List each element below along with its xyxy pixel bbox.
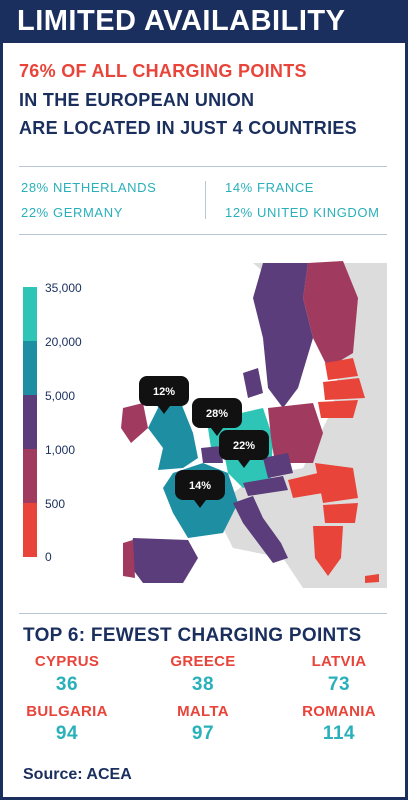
fewest-country-name: LATVIA bbox=[311, 653, 367, 670]
europe-map: 12% 28% 22% 14% bbox=[121, 261, 387, 588]
country-ireland bbox=[121, 403, 148, 443]
scale-band-500 bbox=[23, 503, 37, 557]
fewest-country-name: MALTA bbox=[177, 703, 229, 720]
fewest-country-value: 114 bbox=[322, 723, 356, 744]
scale-band-1000 bbox=[23, 449, 37, 503]
country-lithuania bbox=[318, 400, 358, 418]
shares-bottom-divider bbox=[19, 234, 387, 235]
country-belgium bbox=[201, 446, 223, 463]
country-bulgaria bbox=[323, 503, 358, 523]
source-credit: Source: ACEA bbox=[23, 766, 132, 783]
scale-tick-5000: 5,000 bbox=[45, 389, 76, 403]
scale-band-35000 bbox=[23, 287, 37, 341]
headline-line-1: 76% OF ALL CHARGING POINTS bbox=[19, 61, 307, 81]
scale-tick-1000: 1,000 bbox=[45, 443, 76, 457]
country-czechia bbox=[263, 453, 293, 478]
scale-tick-500: 500 bbox=[45, 497, 66, 511]
scale-band-5000 bbox=[23, 395, 37, 449]
share-united-kingdom: 12% UNITED KINGDOM bbox=[225, 205, 380, 220]
pin-label-france: 14% bbox=[189, 480, 211, 492]
country-romania bbox=[315, 463, 358, 503]
country-estonia bbox=[325, 358, 358, 380]
fewest-country-name: CYPRUS bbox=[34, 653, 100, 670]
share-germany: 22% GERMANY bbox=[21, 205, 123, 220]
country-sweden bbox=[253, 263, 313, 408]
fewest-title: TOP 6: FEWEST CHARGING POINTS bbox=[23, 625, 362, 646]
country-hungary bbox=[288, 473, 323, 498]
fewest-country-value: 73 bbox=[327, 674, 351, 695]
shares-vertical-divider bbox=[205, 181, 206, 219]
country-finland bbox=[303, 261, 358, 368]
scale-band-20000 bbox=[23, 341, 37, 395]
pin-label-united-kingdom: 12% bbox=[153, 386, 175, 398]
fewest-country-value: 97 bbox=[191, 723, 215, 744]
map-bottom-divider bbox=[19, 613, 387, 614]
country-spain bbox=[128, 538, 198, 583]
fewest-country-name: GREECE bbox=[170, 653, 236, 670]
scale-tick-35000: 35,000 bbox=[45, 281, 82, 295]
pin-label-netherlands: 28% bbox=[206, 408, 228, 420]
share-netherlands: 28% NETHERLANDS bbox=[21, 180, 157, 195]
header-bar: LIMITED AVAILABILITY bbox=[3, 3, 405, 43]
pin-label-germany: 22% bbox=[233, 440, 255, 452]
fewest-country-name: BULGARIA bbox=[26, 703, 108, 720]
country-latvia bbox=[323, 378, 365, 400]
pin-netherlands: 28% bbox=[192, 398, 242, 436]
country-denmark bbox=[243, 368, 263, 398]
fewest-country-value: 36 bbox=[55, 674, 79, 695]
pin-germany: 22% bbox=[219, 430, 269, 468]
country-poland bbox=[268, 403, 323, 463]
headline-line-2: IN THE EUROPEAN UNION bbox=[19, 90, 255, 110]
scale-tick-0: 0 bbox=[45, 550, 52, 564]
scale-tick-20000: 20,000 bbox=[45, 335, 82, 349]
header-title: LIMITED AVAILABILITY bbox=[17, 5, 346, 37]
pin-france: 14% bbox=[175, 470, 225, 508]
country-cyprus bbox=[365, 574, 379, 583]
color-scale-bar bbox=[23, 287, 37, 557]
country-italy bbox=[233, 496, 288, 563]
share-france: 14% FRANCE bbox=[225, 180, 315, 195]
fewest-country-name: ROMANIA bbox=[302, 703, 376, 720]
fewest-country-value: 94 bbox=[55, 723, 79, 744]
country-greece bbox=[313, 526, 343, 576]
country-portugal bbox=[123, 540, 135, 578]
headline-line-3: ARE LOCATED IN JUST 4 COUNTRIES bbox=[19, 118, 357, 138]
country-austria bbox=[243, 476, 288, 496]
pin-united-kingdom: 12% bbox=[139, 376, 189, 414]
top-divider bbox=[19, 166, 387, 167]
fewest-country-value: 38 bbox=[191, 674, 215, 695]
